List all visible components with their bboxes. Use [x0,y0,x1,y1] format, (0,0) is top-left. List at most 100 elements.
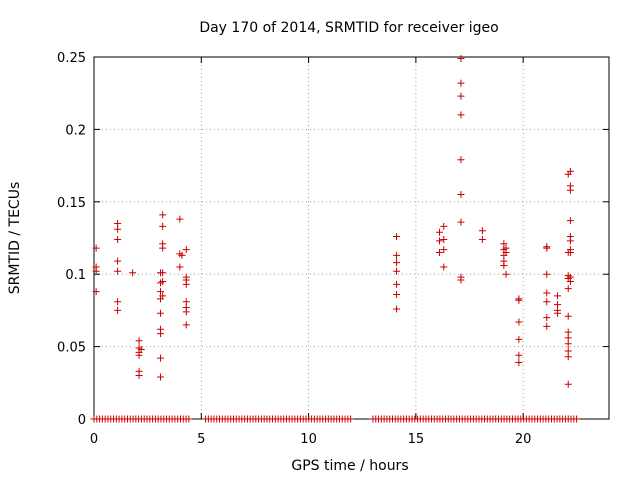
data-point [157,309,165,317]
data-point [393,267,401,275]
data-point [500,262,508,270]
data-point [435,228,443,236]
data-point [457,92,465,100]
y-tick-label: 0.2 [65,123,86,138]
data-point [566,248,574,256]
grid-layer [94,57,609,419]
data-point [393,259,401,267]
data-point [182,276,190,284]
data-point [182,321,190,329]
data-point [182,308,190,316]
data-point [515,351,523,359]
data-point [440,246,448,254]
data-point [393,280,401,288]
data-point [159,277,167,285]
data-point [435,237,443,245]
data-point [176,215,184,223]
data-point [564,340,572,348]
data-point [543,298,551,306]
data-point [159,222,167,230]
data-point [129,269,137,277]
data-point [515,318,523,326]
data-point [515,335,523,343]
data-point [457,111,465,119]
data-point [478,227,486,235]
data-point [566,277,574,285]
data-point [159,269,167,277]
data-point [114,306,122,314]
data-point [157,288,165,296]
y-tick-label: 0.25 [57,51,86,66]
data-point [137,345,145,353]
data-point [564,312,572,320]
data-point-zero [347,415,355,423]
x-axis-label: GPS time / hours [291,458,408,474]
data-point [515,359,523,367]
data-point [543,244,551,252]
data-point [393,251,401,259]
data-point [566,186,574,194]
data-point [502,270,510,278]
data-point [440,222,448,230]
data-point [114,267,122,275]
x-tick-label: 5 [197,432,205,447]
y-axis-label: SRMTID / TECUs [7,182,23,295]
data-point [435,248,443,256]
data-point [178,251,186,259]
data-point [157,373,165,381]
data-point [135,337,143,345]
data-point [566,167,574,175]
data-points [90,54,581,423]
data-point [440,263,448,271]
data-point [440,235,448,243]
data-point [157,330,165,338]
x-tick-label: 20 [515,432,532,447]
data-point [159,292,167,300]
data-point [92,267,100,275]
data-point [543,322,551,330]
data-point [554,292,561,300]
x-tick-label: 10 [300,432,317,447]
data-point [502,248,510,256]
data-point [457,276,465,284]
data-point [92,244,100,252]
y-tick-label: 0.05 [57,341,86,356]
data-point [159,211,167,219]
data-point [393,233,401,241]
data-point [457,54,465,62]
data-point [564,285,572,293]
y-tick-label: 0 [78,413,86,428]
data-point [457,191,465,199]
tick-layer: 0 0.05 0.1 0.15 0.2 0.25 0 5 10 15 20 [57,51,609,447]
chart-title: Day 170 of 2014, SRMTID for receiver ige… [199,20,498,36]
data-point [159,244,167,252]
data-point [543,270,551,278]
data-point-zero [185,415,193,423]
data-point [566,237,574,245]
plot-area-border [93,56,610,420]
data-point [393,290,401,298]
x-tick-label: 15 [408,432,425,447]
data-point [114,225,122,233]
data-point [176,263,184,271]
data-point [114,235,122,243]
data-point [157,354,165,362]
data-point [182,246,190,254]
data-point [543,289,551,297]
data-point [135,351,143,359]
data-point [114,298,122,306]
y-tick-label: 0.1 [65,268,86,283]
data-point [135,372,143,380]
data-point [457,79,465,87]
data-point [566,217,574,225]
data-point [554,309,561,317]
data-point [457,156,465,164]
data-point [393,305,401,313]
y-tick-label: 0.15 [57,196,86,211]
x-tick-label: 0 [90,432,98,447]
data-point [543,314,551,322]
data-point [564,380,572,388]
data-point [478,235,486,243]
data-point [564,353,572,361]
